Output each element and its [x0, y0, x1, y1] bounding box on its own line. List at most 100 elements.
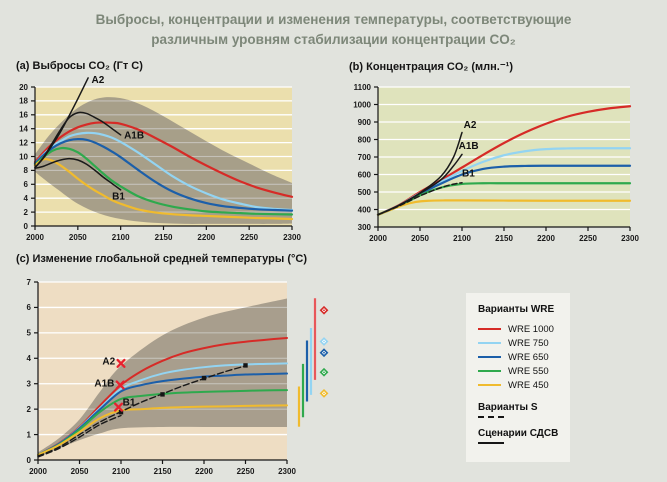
legend-label-wre550: WRE 550	[508, 365, 549, 377]
y-tick-label: 0	[24, 222, 29, 231]
equilibrium-diamond-wre-750	[319, 337, 329, 346]
x-tick-label: 2150	[154, 467, 172, 476]
axes	[374, 86, 631, 231]
scenario-label-A2: A2	[92, 75, 105, 86]
x-marker-A1B	[115, 380, 125, 390]
scenario-label-A1B: A1B	[124, 130, 144, 141]
annotation-B1: B1	[123, 397, 136, 408]
y-tick-label: 3	[27, 380, 32, 389]
x-tick-label: 2000	[29, 467, 47, 476]
gridlines-over-band	[38, 281, 287, 436]
series-wre-450	[376, 199, 632, 216]
legend-label-wre450: WRE 450	[508, 379, 549, 391]
x-tick-label: 2300	[278, 467, 296, 476]
y-tick-label: 700	[358, 153, 372, 162]
series-wre-1000	[33, 121, 294, 198]
figure-title-line2: различным уровням стабилизации концентра…	[151, 31, 516, 47]
legend-item-wre1000: WRE 1000	[478, 322, 564, 336]
legend-sres-solid-swatch	[478, 442, 504, 444]
y-tick-label: 600	[358, 170, 372, 179]
legend-label-wre1000: WRE 1000	[508, 323, 554, 335]
legend-swatch-wre650	[478, 356, 501, 358]
legend-swatch-wre450	[478, 384, 501, 386]
y-tick-label: 7	[27, 278, 32, 287]
equilibrium-diamond-wre-1000	[319, 305, 329, 315]
y-tick-label: 2	[24, 208, 29, 217]
series-wre-450	[33, 157, 294, 221]
y-tick-label: 20	[19, 83, 28, 92]
series-b1	[34, 157, 122, 191]
x-tick-label: 2200	[197, 233, 215, 242]
x-tick-label: 2250	[579, 234, 597, 243]
y-tick-label: 18	[19, 97, 28, 106]
y-tick-label: 1100	[354, 83, 372, 92]
panel-b-title: (b) Концентрация CO₂ (млн.⁻¹)	[349, 61, 513, 73]
y-tick-label: 1	[27, 430, 32, 439]
legend-swatch-wre1000	[478, 328, 501, 330]
y-tick-label: 8	[24, 166, 29, 175]
series-s-с-точками	[37, 365, 247, 457]
x-tick-label: 2200	[537, 234, 555, 243]
y-tick-label: 6	[24, 180, 29, 189]
x-tick-label: 2050	[71, 467, 89, 476]
scenario-label-B1: B1	[462, 169, 475, 180]
series-wre-650	[33, 138, 294, 212]
equilibrium-diamond-wre-550	[319, 367, 329, 377]
y-tick-label: 10	[19, 152, 28, 161]
x-tick-label: 2300	[283, 233, 301, 242]
x-marker-A2	[116, 358, 126, 368]
y-tick-label: 14	[19, 125, 28, 134]
panel-c-title: (c) Изменение глобальной средней темпера…	[16, 253, 307, 265]
series-wre-750	[33, 131, 294, 212]
x-tick-label: 2000	[26, 233, 44, 242]
legend-s-dashed-swatch	[478, 416, 504, 418]
equilibrium-diamond-wre-450	[319, 388, 329, 398]
y-tick-label: 4	[24, 194, 29, 203]
gridlines-over-band	[35, 86, 292, 213]
panel-a-title: (a) Выбросы CO₂ (Гт С)	[16, 60, 143, 72]
x-tick-label: 2000	[369, 234, 387, 243]
scenario-label-A2: A2	[464, 120, 477, 131]
legend-sres-header: Сценарии СДСВ	[478, 428, 559, 439]
chart-b-co2-concentration: A2 A1B B1 300 400 500 600 700 800 900 1000 1100 2000…	[353, 83, 639, 243]
x-tick-label: 2250	[240, 233, 258, 242]
legend-box: Варианты WRE WRE 1000 WRE 750 WRE 650 WR…	[466, 293, 570, 462]
figure-title-line1: Выбросы, концентрации и изменения темпер…	[95, 12, 572, 27]
figure-title: Выбросы, концентрации и изменения темпер…	[0, 10, 667, 49]
series-wre-450	[37, 404, 288, 456]
legend-swatch-wre750	[478, 342, 501, 344]
scenario-label-B1: B1	[112, 192, 125, 203]
equilibrium-diamond-wre-650	[319, 348, 329, 358]
legend-item-wre650: WRE 650	[478, 350, 564, 364]
legend-item-wre750: WRE 750	[478, 336, 564, 350]
legend-swatch-wre550	[478, 370, 501, 372]
square-marker	[201, 375, 207, 381]
y-tick-label: 12	[19, 138, 28, 147]
y-tick-label: 0	[27, 456, 32, 465]
series-wre-550	[33, 146, 294, 216]
y-tick-label: 2	[27, 405, 32, 414]
gridlines	[378, 86, 630, 211]
y-tick-label: 900	[358, 118, 372, 127]
y-tick-label: 1000	[353, 100, 371, 109]
y-tick-label: 5	[27, 329, 32, 338]
square-marker	[160, 392, 165, 397]
y-tick-label: 400	[358, 205, 372, 214]
square-marker	[118, 409, 124, 415]
scenario-label-A1B: A1B	[459, 141, 479, 152]
axes	[31, 86, 293, 230]
x-tick-label: 2250	[237, 467, 255, 476]
annotation-A2: A2	[102, 357, 115, 368]
chart-a-co2-emissions: A2 A1B B1 0 2 4 6 8 10 12 14 16 18 20 2000 2050 2100 2150…	[19, 75, 301, 242]
y-tick-label: 500	[358, 188, 372, 197]
legend-s-header: Варианты S	[478, 402, 538, 413]
series-b1	[377, 181, 463, 216]
y-tick-label: 16	[19, 111, 28, 120]
axes	[34, 281, 288, 464]
chart-c-temperature-change: A2 A1B B1 0 1 2 3 4 5 6 7 2000 2050 2100 2150 2200 2250 2…	[27, 278, 329, 476]
x-tick-label: 2150	[155, 233, 173, 242]
y-tick-label: 800	[358, 135, 372, 144]
x-tick-label: 2100	[453, 234, 471, 243]
legend-item-wre450: WRE 450	[478, 378, 564, 392]
x-tick-label: 2150	[495, 234, 513, 243]
